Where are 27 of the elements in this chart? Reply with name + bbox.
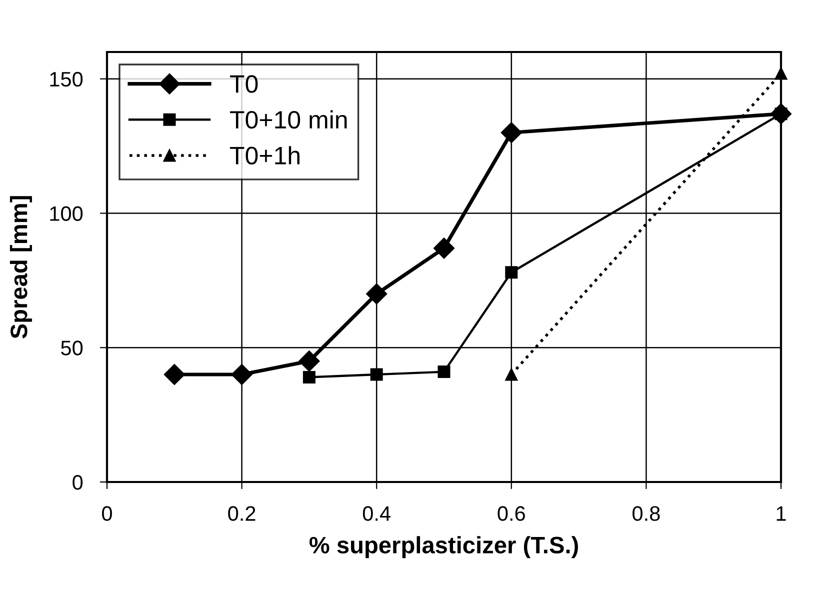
point [366, 283, 388, 304]
point [774, 67, 788, 80]
y-tick-label: 50 [61, 340, 83, 356]
y-tick-label: 0 [72, 475, 83, 490]
point [370, 368, 383, 381]
point [164, 364, 185, 386]
x-tick-label: 0 [102, 506, 112, 521]
point [500, 122, 522, 144]
x-axis-title: % superplasticizer (T.S.) [309, 536, 578, 558]
x-tick-label: 0.4 [362, 506, 390, 521]
x-tick-label: 0.6 [498, 506, 525, 521]
y-axis-title: Spread [mm] [10, 196, 32, 338]
point [298, 350, 320, 372]
y-tick-label: 150 [50, 72, 83, 87]
x-tick-label: 0.2 [228, 506, 256, 521]
point [433, 238, 455, 259]
legend-label: T0 [230, 75, 258, 93]
x-tick-label: 0.8 [632, 506, 660, 521]
legend-label: T0+1h [230, 146, 300, 164]
point [231, 364, 252, 386]
legend-label: T0+10 min [230, 110, 347, 129]
x-tick-label: 1 [776, 506, 786, 521]
y-tick-label: 100 [50, 206, 83, 222]
point [302, 370, 316, 384]
point [505, 266, 518, 279]
point [438, 366, 450, 378]
point [505, 368, 518, 381]
